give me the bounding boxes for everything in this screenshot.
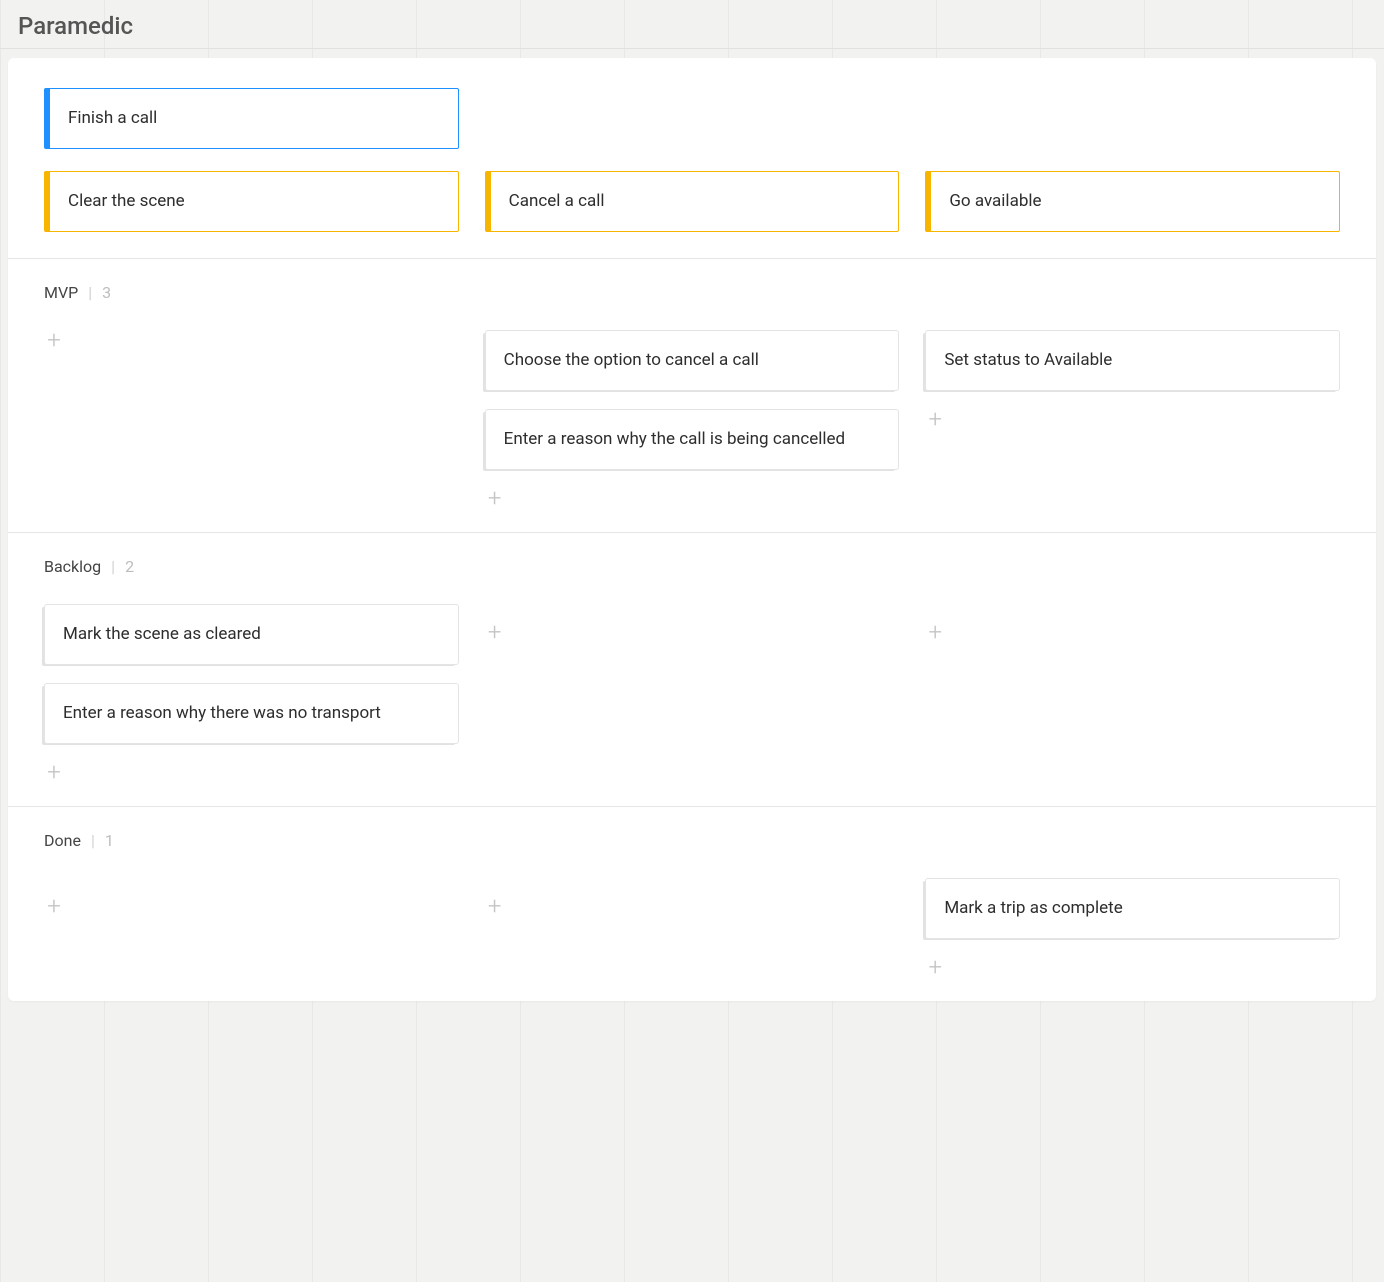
column: Mark a trip as complete +: [925, 878, 1340, 977]
section-columns: Mark the scene as cleared Enter a reason…: [44, 604, 1340, 782]
section-header-divider: |: [88, 283, 92, 302]
story-row: Clear the scene Cancel a call Go availab…: [44, 171, 1340, 232]
add-card-button[interactable]: +: [485, 488, 505, 508]
section-name: Done: [44, 831, 81, 850]
section-count: 1: [105, 831, 114, 850]
add-card-button[interactable]: +: [925, 957, 945, 977]
section-name: Backlog: [44, 557, 101, 576]
section-count: 2: [125, 557, 134, 576]
section-mvp: MVP | 3 + Choose the option to cancel a …: [8, 259, 1376, 532]
column: +: [485, 878, 900, 977]
task-card[interactable]: Set status to Available: [925, 330, 1340, 391]
story-card-go-available[interactable]: Go available: [925, 171, 1340, 232]
section-header-divider: |: [111, 557, 115, 576]
section-name: MVP: [44, 283, 78, 302]
add-card-button[interactable]: +: [925, 409, 945, 429]
section-header[interactable]: Done | 1: [44, 831, 1340, 850]
task-card[interactable]: Enter a reason why there was no transpor…: [44, 683, 459, 744]
column: +: [485, 604, 900, 782]
add-card-button[interactable]: +: [44, 762, 64, 782]
story-map-board: Finish a call Clear the scene Cancel a c…: [8, 58, 1376, 1001]
column: Set status to Available +: [925, 330, 1340, 508]
add-card-button[interactable]: +: [485, 622, 505, 642]
story-row: Finish a call: [44, 88, 1340, 149]
add-card-button[interactable]: +: [44, 896, 64, 916]
section-done: Done | 1 + + Mark a trip as complete +: [8, 807, 1376, 1001]
section-header-divider: |: [91, 831, 95, 850]
section-columns: + + Mark a trip as complete +: [44, 878, 1340, 977]
column: +: [925, 604, 1340, 782]
task-card[interactable]: Enter a reason why the call is being can…: [485, 409, 900, 470]
section-header[interactable]: MVP | 3: [44, 283, 1340, 302]
add-card-button[interactable]: +: [485, 896, 505, 916]
story-card-finish-call[interactable]: Finish a call: [44, 88, 459, 149]
section-count: 3: [102, 283, 111, 302]
section-backlog: Backlog | 2 Mark the scene as cleared En…: [8, 533, 1376, 806]
section-header[interactable]: Backlog | 2: [44, 557, 1340, 576]
section-columns: + Choose the option to cancel a call Ent…: [44, 330, 1340, 508]
task-card[interactable]: Mark a trip as complete: [925, 878, 1340, 939]
task-card[interactable]: Mark the scene as cleared: [44, 604, 459, 665]
column: Choose the option to cancel a call Enter…: [485, 330, 900, 508]
add-card-button[interactable]: +: [925, 622, 945, 642]
story-header-zone: Finish a call Clear the scene Cancel a c…: [8, 58, 1376, 258]
column: +: [44, 330, 459, 508]
task-card[interactable]: Choose the option to cancel a call: [485, 330, 900, 391]
add-card-button[interactable]: +: [44, 330, 64, 350]
story-card-clear-scene[interactable]: Clear the scene: [44, 171, 459, 232]
story-card-cancel-call[interactable]: Cancel a call: [485, 171, 900, 232]
column: Mark the scene as cleared Enter a reason…: [44, 604, 459, 782]
column: +: [44, 878, 459, 977]
page-title: Paramedic: [0, 0, 1384, 58]
